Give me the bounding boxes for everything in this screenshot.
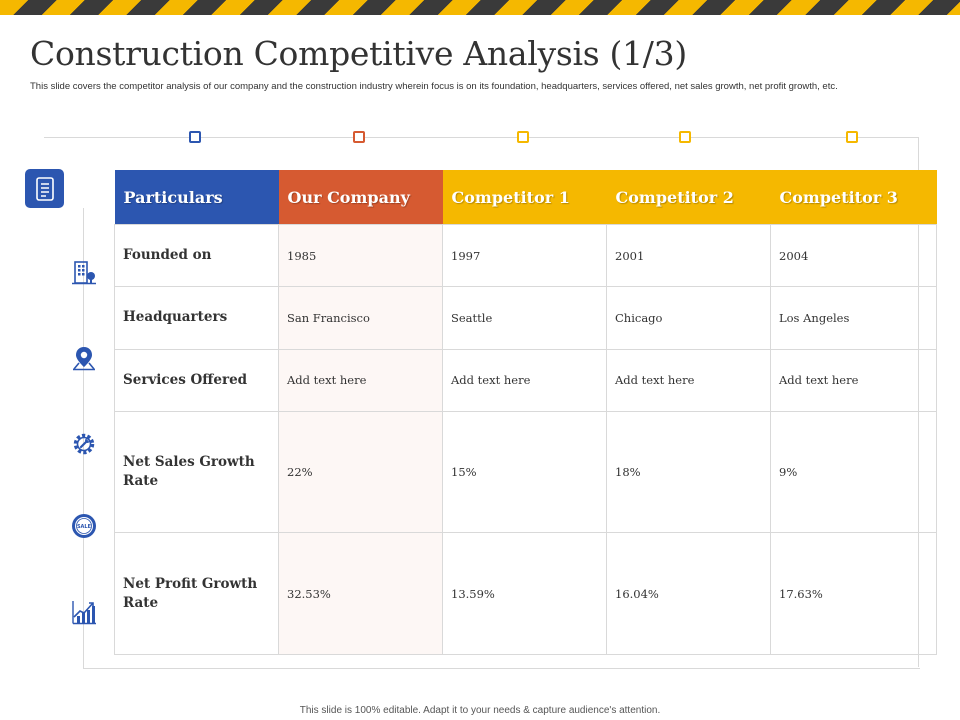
location-pin-icon (69, 343, 99, 373)
header-our-company: Our Company (278, 170, 443, 225)
header-particulars: Particulars (114, 170, 279, 225)
marker-square-blue (189, 131, 201, 143)
svg-text:SALE: SALE (77, 524, 92, 530)
cell-competitor-1: Add text here (442, 348, 607, 412)
slide-title: Construction Competitive Analysis (1/3) (30, 34, 687, 73)
header-competitor-3: Competitor 3 (770, 170, 937, 225)
header-competitor-1: Competitor 1 (442, 170, 607, 225)
growth-chart-icon (69, 597, 99, 627)
marker-square-yellow (846, 131, 858, 143)
building-icon (69, 257, 99, 287)
marker-square-yellow (679, 131, 691, 143)
cell-competitor-2: 18% (606, 410, 771, 534)
competitive-analysis-table: Particulars Our Company Competitor 1 Com… (114, 170, 937, 655)
row-label: Net Profit Growth Rate (114, 532, 279, 655)
cell-competitor-2: 16.04% (606, 532, 771, 655)
marker-square-yellow (517, 131, 529, 143)
cell-competitor-1: Seattle (442, 286, 607, 350)
table-row: Net Profit Growth Rate 32.53% 13.59% 16.… (114, 532, 937, 655)
cell-competitor-3: 17.63% (770, 532, 937, 655)
cell-our-company: 32.53% (278, 532, 443, 655)
cell-competitor-3: Add text here (770, 348, 937, 412)
hazard-stripe-banner (0, 0, 960, 15)
table-header-row: Particulars Our Company Competitor 1 Com… (114, 170, 937, 225)
cell-our-company: 1985 (278, 223, 443, 288)
cell-competitor-1: 1997 (442, 223, 607, 288)
cell-competitor-2: Add text here (606, 348, 771, 412)
slide-footer: This slide is 100% editable. Adapt it to… (299, 705, 661, 716)
frame-bottom-line (83, 668, 920, 669)
cell-competitor-1: 13.59% (442, 532, 607, 655)
sale-badge-icon: SALE (69, 511, 99, 541)
row-label: Net Sales Growth Rate (114, 410, 279, 534)
cell-competitor-3: Los Angeles (770, 286, 937, 350)
table-row: Net Sales Growth Rate 22% 15% 18% 9% (114, 410, 937, 534)
marker-square-orange (353, 131, 365, 143)
table-row: Founded on 1985 1997 2001 2004 (114, 223, 937, 288)
cell-competitor-1: 15% (442, 410, 607, 534)
gear-wrench-icon (69, 429, 99, 459)
cell-our-company: 22% (278, 410, 443, 534)
row-label: Headquarters (114, 286, 279, 350)
cell-competitor-3: 9% (770, 410, 937, 534)
cell-competitor-2: 2001 (606, 223, 771, 288)
row-label: Services Offered (114, 348, 279, 412)
cell-our-company: San Francisco (278, 286, 443, 350)
cell-competitor-2: Chicago (606, 286, 771, 350)
cell-competitor-3: 2004 (770, 223, 937, 288)
cell-our-company: Add text here (278, 348, 443, 412)
slide-subtitle: This slide covers the competitor analysi… (30, 81, 838, 92)
table-row: Services Offered Add text here Add text … (114, 348, 937, 412)
table-row: Headquarters San Francisco Seattle Chica… (114, 286, 937, 350)
header-competitor-2: Competitor 2 (606, 170, 771, 225)
row-label: Founded on (114, 223, 279, 288)
document-icon (25, 169, 64, 208)
